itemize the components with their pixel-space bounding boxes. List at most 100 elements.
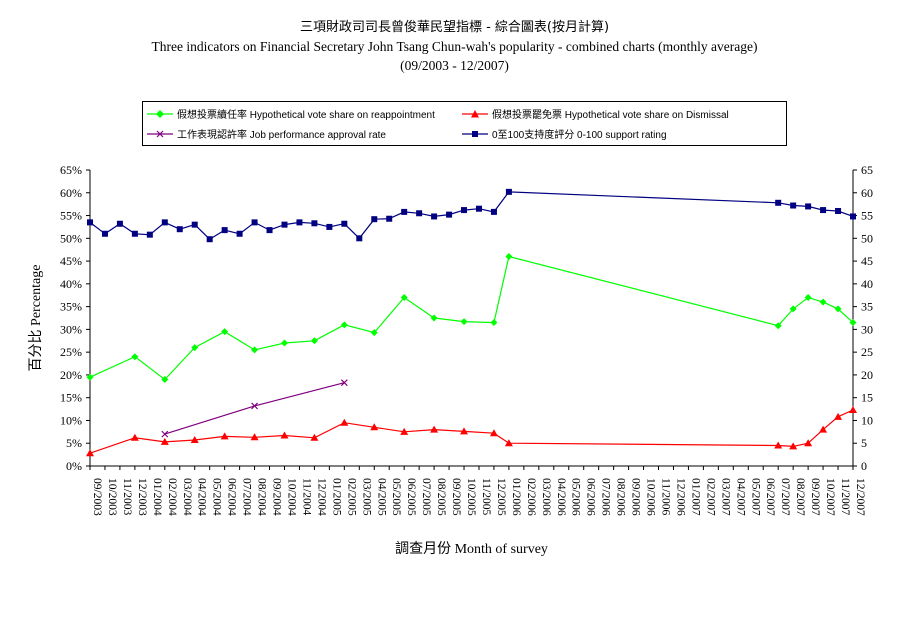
- x-tick-label: 12/2004: [315, 478, 327, 516]
- x-tick-label: 01/2006: [510, 478, 522, 516]
- point-rating: [236, 230, 243, 237]
- point-rating: [820, 207, 827, 214]
- point-dismissal: [250, 433, 259, 441]
- x-tick-label: 09/2004: [271, 478, 283, 516]
- y-tick-label-right: 15: [861, 391, 873, 405]
- point-rating: [446, 211, 453, 218]
- y-tick-label-left: 10%: [60, 413, 82, 427]
- point-rating: [161, 219, 168, 226]
- series-line-dismissal: [89, 409, 854, 454]
- point-rating: [221, 227, 228, 234]
- x-tick-label: 02/2006: [525, 478, 537, 516]
- x-tick-label: 10/2005: [465, 478, 477, 516]
- point-reappointment: [131, 353, 139, 361]
- point-dismissal: [789, 442, 798, 450]
- y-tick-label-right: 25: [861, 345, 873, 359]
- y-tick-label-right: 55: [861, 209, 873, 223]
- x-tick-label: 01/2007: [689, 478, 701, 516]
- point-rating: [296, 219, 303, 226]
- point-rating: [475, 205, 482, 212]
- point-dismissal: [160, 437, 169, 445]
- x-tick-label: 06/2007: [764, 478, 776, 516]
- point-reappointment: [460, 318, 468, 326]
- point-reappointment: [310, 337, 318, 345]
- point-rating: [131, 230, 138, 237]
- legend-marker-square-icon: [462, 130, 488, 137]
- point-rating: [311, 220, 318, 227]
- point-rating: [371, 216, 378, 223]
- point-rating: [146, 231, 153, 238]
- legend-marker-diamond-icon: [147, 109, 173, 118]
- point-rating: [461, 207, 468, 214]
- y-tick-label-right: 10: [861, 413, 873, 427]
- x-tick-label: 09/2006: [630, 478, 642, 516]
- point-rating: [790, 202, 797, 209]
- y-tick-label-left: 0%: [66, 459, 82, 473]
- chart-title: 三項財政司司長曾俊華民望指標 - 綜合圖表(按月計算) Three indica…: [0, 18, 909, 75]
- y-tick-label-right: 20: [861, 368, 873, 382]
- point-rating: [191, 221, 198, 228]
- point-approval: [340, 379, 348, 387]
- x-tick-label: 07/2005: [420, 478, 432, 516]
- point-reappointment: [86, 373, 94, 381]
- point-rating: [116, 220, 123, 227]
- x-tick-label: 10/2003: [106, 478, 118, 516]
- point-reappointment: [161, 375, 169, 383]
- point-reappointment: [774, 322, 782, 330]
- x-tick-label: 03/2007: [719, 478, 731, 516]
- legend-label-rating: 0至100支持度評分 0-100 support rating: [492, 130, 667, 141]
- point-dismissal: [430, 425, 439, 433]
- point-rating: [87, 219, 93, 226]
- point-dismissal: [819, 425, 828, 433]
- x-tick-label: 11/2006: [660, 478, 672, 516]
- point-dismissal: [190, 436, 199, 444]
- x-tick-label: 01/2005: [330, 478, 342, 516]
- y-tick-label-right: 45: [861, 254, 873, 268]
- point-dismissal: [460, 427, 469, 435]
- x-tick-label: 02/2004: [166, 478, 178, 516]
- x-tick-label: 04/2004: [196, 478, 208, 516]
- x-tick-label: 04/2005: [375, 478, 387, 516]
- y-tick-label-left: 65%: [60, 163, 82, 177]
- x-tick-label: 06/2006: [585, 478, 597, 516]
- point-rating: [850, 213, 856, 220]
- x-tick-label: 05/2004: [211, 478, 223, 516]
- legend-label-approval: 工作表現認許率 Job performance approval rate: [177, 130, 386, 141]
- x-axis-title: 調查月份 Month of survey: [395, 541, 548, 557]
- y-tick-label-left: 50%: [60, 231, 82, 245]
- point-dismissal: [130, 433, 139, 441]
- y-tick-label-right: 30: [861, 322, 873, 336]
- title-period: (09/2003 - 12/2007): [400, 58, 509, 73]
- y-tick-label-right: 60: [861, 186, 873, 200]
- point-dismissal: [504, 439, 513, 447]
- x-tick-label: 03/2004: [181, 478, 193, 516]
- point-dismissal: [280, 431, 289, 439]
- point-dismissal: [774, 441, 783, 449]
- x-tick-label: 08/2004: [256, 478, 268, 516]
- x-tick-label: 12/2003: [136, 478, 148, 516]
- point-reappointment: [251, 346, 259, 354]
- point-reappointment: [400, 294, 408, 302]
- point-rating: [431, 213, 438, 220]
- point-dismissal: [340, 418, 349, 426]
- x-tick-label: 06/2004: [226, 478, 238, 516]
- x-tick-label: 05/2006: [570, 478, 582, 516]
- point-reappointment: [221, 328, 229, 336]
- x-tick-label: 05/2007: [749, 478, 761, 516]
- y-tick-label-right: 0: [861, 459, 867, 473]
- point-rating: [101, 230, 108, 237]
- y-tick-label-right: 35: [861, 300, 873, 314]
- point-reappointment: [340, 321, 348, 329]
- y-tick-label-left: 30%: [60, 322, 82, 336]
- point-dismissal: [489, 429, 498, 437]
- x-tick-label: 06/2005: [405, 478, 417, 516]
- point-rating: [835, 207, 842, 214]
- x-tick-label: 07/2004: [241, 478, 253, 516]
- point-rating: [805, 203, 812, 210]
- x-tick-label: 07/2007: [779, 478, 791, 516]
- point-reappointment: [430, 314, 438, 322]
- point-rating: [341, 220, 348, 227]
- point-rating: [775, 199, 782, 206]
- x-tick-label: 11/2004: [300, 478, 312, 516]
